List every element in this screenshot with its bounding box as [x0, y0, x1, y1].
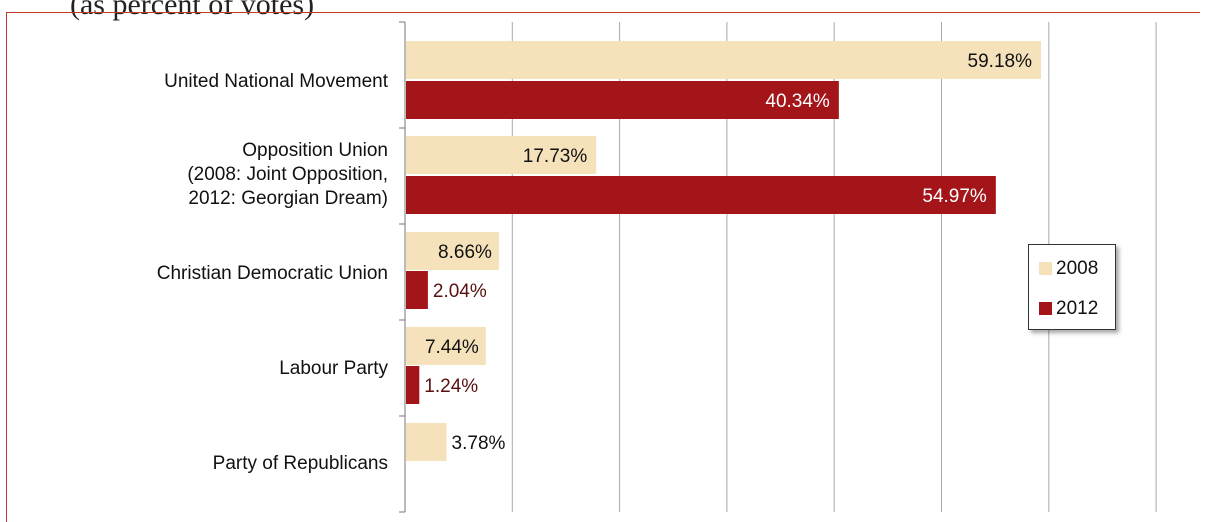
legend-label-2012: 2012	[1056, 297, 1099, 319]
bar-2012	[406, 271, 428, 309]
bar-2012	[406, 366, 420, 404]
bar-2008	[406, 423, 447, 461]
data-label-2012: 40.34%	[765, 91, 830, 112]
data-label-2008: 17.73%	[523, 146, 588, 167]
data-label-2012: 1.24%	[424, 376, 478, 397]
bar-2008	[406, 232, 499, 270]
data-label-2008: 59.18%	[968, 51, 1033, 72]
category-label: Party of Republicans	[213, 453, 388, 474]
category-label: (2008: Joint Opposition,	[187, 164, 388, 185]
data-label-2008: 7.44%	[425, 337, 479, 358]
legend-item-2012: 2012	[1039, 295, 1115, 322]
bar-2008	[406, 41, 1042, 79]
bar-2008	[406, 327, 486, 365]
category-label: Labour Party	[279, 358, 388, 379]
bar-2008	[406, 136, 597, 174]
chart-title-fragment: (as percent of votes)	[70, 0, 315, 21]
category-label: Opposition Union	[242, 140, 388, 161]
legend-label-2008: 2008	[1056, 257, 1099, 279]
category-label: 2012: Georgian Dream)	[188, 188, 388, 209]
legend-item-2008: 2008	[1039, 255, 1115, 282]
legend-swatch-2008	[1039, 262, 1052, 275]
data-label-2012: 54.97%	[922, 186, 987, 207]
category-label: Christian Democratic Union	[157, 263, 388, 284]
category-label: United National Movement	[164, 71, 389, 92]
data-label-2008: 3.78%	[452, 433, 506, 454]
data-label-2008: 8.66%	[438, 242, 492, 263]
data-label-2012: 2.04%	[433, 281, 487, 302]
legend-swatch-2012	[1039, 302, 1052, 315]
chart-legend: 2008 2012	[1028, 244, 1116, 330]
bar-2012	[406, 81, 839, 119]
chart-frame	[6, 12, 1200, 522]
bar-2012	[406, 176, 996, 214]
